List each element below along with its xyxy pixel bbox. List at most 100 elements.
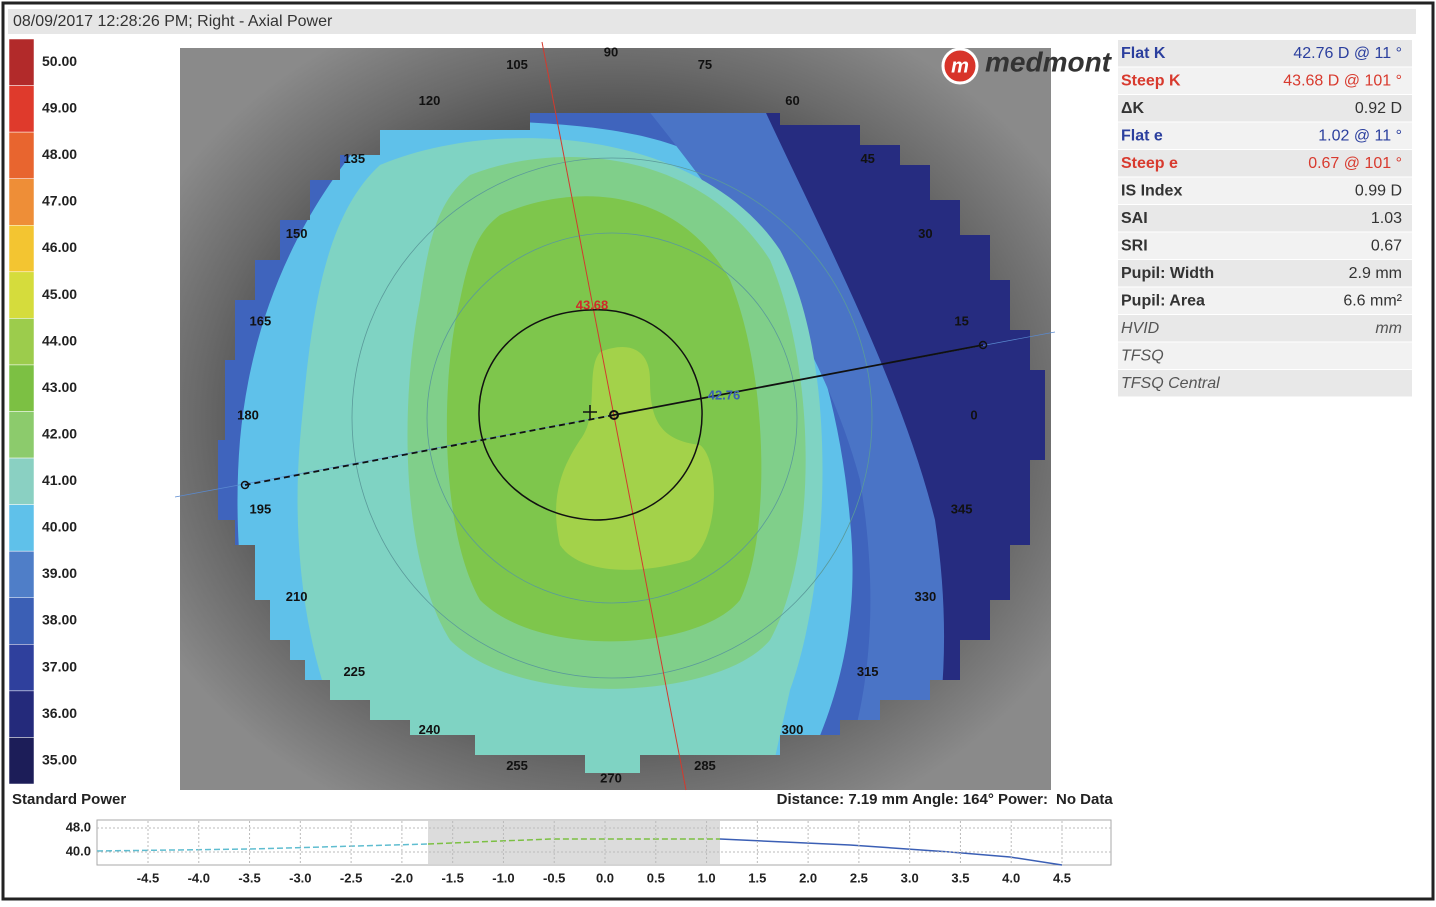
profile-x-label: -1.5	[441, 870, 463, 885]
stats-label: Pupil: Area	[1121, 292, 1205, 309]
profile-x-label: -3.5	[238, 870, 260, 885]
logo-icon-letter: m	[951, 55, 969, 77]
scale-label: 43.00	[42, 379, 77, 395]
scale-swatch	[8, 411, 35, 459]
profile-x-label: 1.0	[698, 870, 716, 885]
scale-label: 35.00	[42, 751, 77, 767]
steep-marker: 43.68	[576, 297, 609, 312]
title-bar	[8, 9, 1416, 34]
profile-x-label: 2.0	[799, 870, 817, 885]
profile-x-label: 3.0	[901, 870, 919, 885]
scale-swatch	[8, 225, 35, 273]
endpoint	[978, 340, 988, 350]
scale-label: 39.00	[42, 565, 77, 581]
logo-icon	[941, 47, 979, 85]
profile-y-label: 40.0	[66, 843, 91, 858]
flat-marker: 42.76	[708, 387, 741, 402]
stats-row	[1118, 260, 1412, 287]
endpoint	[240, 480, 250, 490]
stats-value: 0.67 @ 101 °	[1308, 155, 1402, 172]
topography-map: 43.68 42.76 9075604530150345330315300285…	[174, 41, 1113, 791]
scale-swatch	[8, 271, 35, 319]
stats-label: Steep K	[1121, 72, 1181, 89]
stats-label: SAI	[1121, 210, 1148, 227]
stats-row	[1118, 205, 1412, 232]
stats-value: 0.99 D	[1355, 182, 1402, 199]
steep-axis	[541, 41, 687, 791]
angle-label: 180	[237, 407, 259, 422]
profile-chart: 48.0 40.0 -4.5 -4.0 -3.5 -3.0 -2.5 -2.0 -1.5 -1.0…	[66, 819, 1112, 885]
angle-label: 105	[506, 57, 528, 72]
scale-swatch	[8, 318, 35, 366]
angle-label: 345	[951, 501, 973, 516]
stats-label: IS Index	[1121, 182, 1182, 199]
angle-label: 315	[857, 664, 879, 679]
angle-label: 150	[286, 226, 308, 241]
stats-value: 6.6 mm²	[1343, 292, 1402, 309]
scale-label: 36.00	[42, 705, 77, 721]
measure-line	[613, 344, 984, 416]
angle-labels: 9075604530150345330315300285270255240225…	[237, 44, 977, 785]
stats-label: HVID	[1121, 320, 1160, 337]
scale-swatch	[8, 690, 35, 738]
status-value: No Data	[1056, 791, 1113, 808]
scale-label: 48.00	[42, 146, 77, 162]
color-scale: 50.00 49.00 48.00 47.00 46.00 45.00 44.00 43.00…	[8, 38, 77, 785]
scale-label: 37.00	[42, 658, 77, 674]
stats-row	[1118, 370, 1412, 397]
stats-label: Flat e	[1121, 127, 1163, 144]
stats-value: 1.02 @ 11 °	[1318, 127, 1402, 144]
pupil-center	[583, 405, 597, 419]
stats-label: Flat K	[1121, 45, 1166, 62]
angle-label: 60	[785, 93, 799, 108]
stats-row	[1118, 67, 1412, 94]
angle-label: 75	[698, 57, 712, 72]
scale-swatch	[8, 737, 35, 785]
stats-value: 42.76 D @ 11 °	[1293, 45, 1402, 62]
profile-x-label: 4.0	[1002, 870, 1020, 885]
pupil-outline	[478, 309, 703, 521]
scale-label: 40.00	[42, 519, 77, 535]
scale-label: 42.00	[42, 425, 77, 441]
pupil-zone	[428, 821, 720, 864]
measure-line-dashed	[244, 414, 615, 486]
stats-row	[1118, 342, 1412, 369]
angle-label: 15	[954, 313, 968, 328]
profile-x-label: -4.5	[137, 870, 159, 885]
angle-label: 165	[250, 313, 272, 328]
profile-x-label: 1.5	[748, 870, 766, 885]
scale-swatch	[8, 364, 35, 412]
angle-label: 330	[915, 589, 937, 604]
vertex	[609, 410, 619, 420]
angle-label: 45	[860, 151, 874, 166]
stats-row	[1118, 315, 1412, 342]
angle-label: 90	[604, 44, 618, 59]
angle-label: 0	[970, 407, 977, 422]
stats-row	[1118, 177, 1412, 204]
angle-label: 210	[286, 589, 308, 604]
profile-x-label: 4.5	[1053, 870, 1071, 885]
stats-label: SRI	[1121, 237, 1148, 254]
stats-row	[1118, 232, 1412, 259]
angle-label: 285	[694, 758, 716, 773]
scale-swatch	[8, 178, 35, 226]
profile-y-label: 48.0	[66, 819, 91, 834]
angle-label: 195	[250, 501, 272, 516]
scale-label: 44.00	[42, 332, 77, 348]
scale-label: 46.00	[42, 239, 77, 255]
scale-swatch	[8, 85, 35, 133]
stats-row	[1118, 122, 1412, 149]
profile-x-label: 0.0	[596, 870, 614, 885]
profile-x-label: -2.0	[391, 870, 413, 885]
stats-value: 1.03	[1371, 210, 1402, 227]
scale-title: Standard Power	[12, 791, 126, 808]
stats-value: mm	[1375, 320, 1402, 337]
stats-value: 0.67	[1371, 237, 1402, 254]
stats-row	[1118, 287, 1412, 314]
profile-line	[427, 838, 720, 845]
stats-table: Flat K 42.76 D @ 11 ° Steep K 43.68 D @ 101…	[1118, 40, 1412, 397]
angle-label: 135	[343, 151, 365, 166]
profile-x-label: 0.5	[647, 870, 665, 885]
title: 08/09/2017 12:28:26 PM; Right - Axial Po…	[13, 13, 333, 30]
